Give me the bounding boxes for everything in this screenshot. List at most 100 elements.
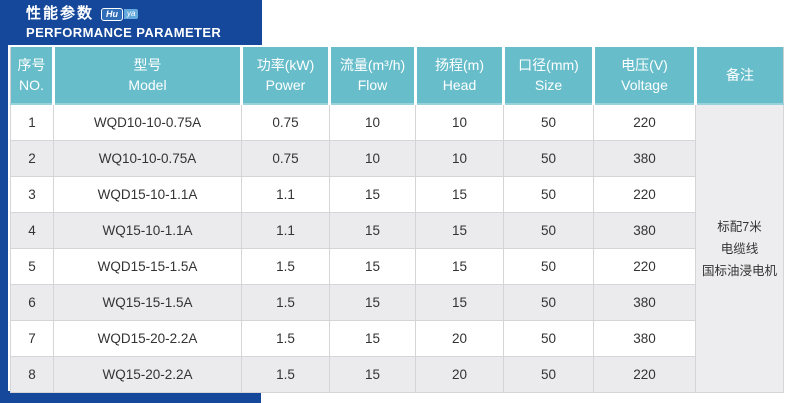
col-header-head-cn: 扬程(m) — [435, 57, 484, 73]
col-header-model: 型号 Model — [53, 47, 243, 105]
cell-no: 7 — [10, 320, 54, 357]
cell-flow: 15 — [329, 248, 416, 285]
table-row: 1 WQD10-10-0.75A 0.75 10 10 50 220 标配7米 … — [10, 103, 784, 393]
cell-head: 10 — [415, 103, 504, 141]
cell-size: 50 — [503, 103, 594, 141]
cell-model: WQD15-15-1.5A — [53, 248, 242, 285]
page-frame-bottom — [0, 391, 261, 403]
cell-voltage: 380 — [593, 212, 696, 249]
cell-size: 50 — [503, 320, 594, 357]
cell-head: 20 — [415, 320, 504, 357]
cell-power: 1.5 — [241, 356, 330, 393]
table-row: 2 WQ10-10-0.75A 0.75 10 10 50 380 — [10, 140, 784, 177]
cell-flow: 15 — [329, 284, 416, 321]
col-header-power-cn: 功率(kW) — [256, 57, 315, 73]
col-header-flow-en: Flow — [357, 77, 388, 93]
brand-logo-ya: ya — [124, 9, 139, 19]
cell-power: 0.75 — [241, 140, 330, 177]
brand-logo-hu: Hu — [101, 7, 124, 21]
cell-voltage: 380 — [593, 140, 696, 177]
brand-logo: Hu ya — [101, 7, 139, 21]
cell-model: WQD15-10-1.1A — [53, 176, 242, 213]
cell-voltage: 380 — [593, 320, 696, 357]
col-header-power-en: Power — [265, 77, 306, 93]
col-header-remark: 备注 — [695, 47, 784, 105]
header-row: 序号 NO. 型号 Model 功率(kW) Power 流量(m³/h) Fl… — [10, 47, 784, 105]
page-frame-left — [0, 0, 8, 403]
col-header-no-cn: 序号 — [17, 57, 46, 73]
cell-no: 2 — [10, 140, 54, 177]
table-row: 4 WQ15-10-1.1A 1.1 15 15 50 380 — [10, 212, 784, 249]
col-header-no-en: NO. — [19, 77, 44, 93]
cell-no: 6 — [10, 284, 54, 321]
cell-model: WQ15-20-2.2A — [53, 356, 242, 393]
col-header-head-en: Head — [442, 77, 477, 93]
table-row: 7 WQD15-20-2.2A 1.5 15 20 50 380 — [10, 320, 784, 357]
cell-model: WQD15-20-2.2A — [53, 320, 242, 357]
cell-power: 1.1 — [241, 212, 330, 249]
remark-line: 标配7米 — [717, 219, 762, 234]
cell-head: 20 — [415, 356, 504, 393]
col-header-head: 扬程(m) Head — [415, 47, 505, 105]
cell-voltage: 220 — [593, 248, 696, 285]
cell-flow: 10 — [329, 140, 416, 177]
table-row: 3 WQD15-10-1.1A 1.1 15 15 50 220 — [10, 176, 784, 213]
col-header-power: 功率(kW) Power — [241, 47, 331, 105]
cell-head: 15 — [415, 212, 504, 249]
col-header-voltage-en: Voltage — [621, 77, 668, 93]
parameter-table: 序号 NO. 型号 Model 功率(kW) Power 流量(m³/h) Fl… — [10, 47, 784, 393]
section-title-cn: 性能参数 — [26, 5, 95, 22]
cell-power: 1.5 — [241, 320, 330, 357]
cell-head: 15 — [415, 284, 504, 321]
col-header-voltage: 电压(V) Voltage — [593, 47, 697, 105]
table-row: 8 WQ15-20-2.2A 1.5 15 20 50 220 — [10, 356, 784, 393]
cell-head: 15 — [415, 248, 504, 285]
cell-flow: 15 — [329, 356, 416, 393]
col-header-model-cn: 型号 — [133, 57, 162, 73]
cell-flow: 15 — [329, 212, 416, 249]
cell-power: 1.1 — [241, 176, 330, 213]
table-row: 5 WQD15-15-1.5A 1.5 15 15 50 220 — [10, 248, 784, 285]
cell-no: 5 — [10, 248, 54, 285]
cell-size: 50 — [503, 284, 594, 321]
cell-voltage: 380 — [593, 284, 696, 321]
cell-head: 10 — [415, 140, 504, 177]
col-header-model-en: Model — [128, 77, 167, 93]
cell-power: 0.75 — [241, 103, 330, 141]
col-header-flow-cn: 流量(m³/h) — [339, 57, 406, 73]
cell-voltage: 220 — [593, 356, 696, 393]
cell-power: 1.5 — [241, 284, 330, 321]
cell-no: 3 — [10, 176, 54, 213]
col-header-remark-cn: 备注 — [726, 67, 754, 83]
col-header-no: 序号 NO. — [10, 47, 55, 105]
cell-model: WQ15-15-1.5A — [53, 284, 242, 321]
cell-no: 8 — [10, 356, 54, 393]
cell-head: 15 — [415, 176, 504, 213]
cell-flow: 15 — [329, 320, 416, 357]
remark-cell: 标配7米 电缆线 国标油浸电机 — [695, 103, 784, 393]
cell-no: 1 — [10, 103, 54, 141]
section-header: 性能参数 Hu ya PERFORMANCE PARAMETER — [0, 0, 262, 45]
cell-power: 1.5 — [241, 248, 330, 285]
cell-model: WQ10-10-0.75A — [53, 140, 242, 177]
section-title-en: PERFORMANCE PARAMETER — [26, 25, 222, 40]
cell-flow: 10 — [329, 103, 416, 141]
col-header-size: 口径(mm) Size — [503, 47, 595, 105]
col-header-size-cn: 口径(mm) — [518, 57, 579, 73]
cell-size: 50 — [503, 176, 594, 213]
cell-flow: 15 — [329, 176, 416, 213]
remark-line: 国标油浸电机 — [701, 263, 777, 278]
remark-line: 电缆线 — [720, 241, 759, 256]
cell-size: 50 — [503, 140, 594, 177]
cell-size: 50 — [503, 212, 594, 249]
cell-size: 50 — [503, 356, 594, 393]
col-header-flow: 流量(m³/h) Flow — [329, 47, 417, 105]
cell-model: WQ15-10-1.1A — [53, 212, 242, 249]
col-header-size-en: Size — [534, 77, 563, 93]
col-header-voltage-cn: 电压(V) — [621, 57, 668, 73]
cell-no: 4 — [10, 212, 54, 249]
cell-model: WQD10-10-0.75A — [53, 103, 242, 141]
parameter-table-wrap: 序号 NO. 型号 Model 功率(kW) Power 流量(m³/h) Fl… — [10, 47, 784, 393]
cell-size: 50 — [503, 248, 594, 285]
cell-voltage: 220 — [593, 176, 696, 213]
